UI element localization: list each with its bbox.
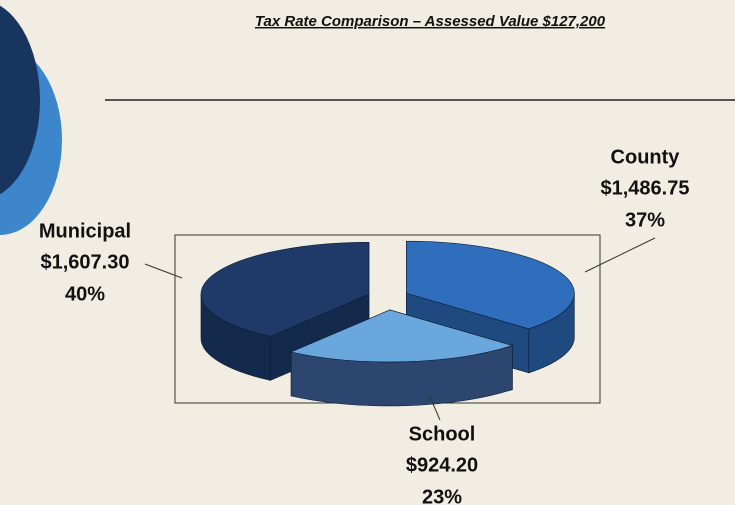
slice	[406, 240, 575, 330]
percent-label: 40%	[65, 283, 105, 305]
category-label: Municipal	[39, 220, 131, 242]
value-label: $1,486.75	[601, 177, 690, 199]
pie	[200, 240, 575, 407]
leader-line	[584, 237, 656, 273]
slice	[200, 241, 370, 337]
category-label: County	[611, 146, 681, 168]
leader-line	[429, 396, 441, 421]
labels: County $1,486.75 37% School $924.20 23% Munici…	[39, 146, 690, 505]
value-label: $924.20	[406, 454, 478, 476]
chart-title: Tax Rate Comparison – Assessed Value $12…	[255, 13, 606, 30]
value-label: $1,607.30	[41, 251, 130, 273]
percent-label: 37%	[625, 209, 665, 231]
slice	[290, 309, 514, 363]
percent-label: 23%	[422, 486, 462, 505]
leader-line	[144, 263, 183, 279]
decor-circle	[0, 5, 40, 195]
category-label: School	[409, 423, 476, 445]
